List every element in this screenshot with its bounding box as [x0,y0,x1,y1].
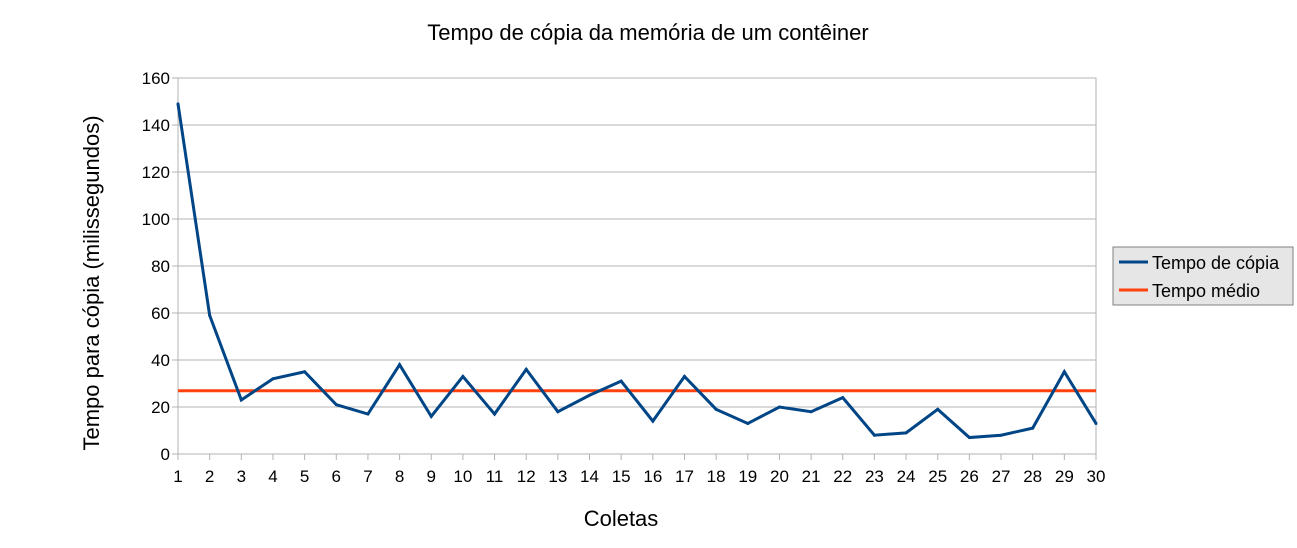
data-point [967,436,971,440]
plot-frame [177,77,1097,455]
x-tick-label: 14 [580,467,599,486]
data-point [366,412,370,416]
legend-box [1112,246,1294,306]
data-point [556,410,560,414]
y-tick-label: 40 [151,351,170,370]
x-tick-label: 6 [332,467,341,486]
legend: Tempo de cópia Tempo médio [1112,246,1294,306]
y-tick-label: 80 [151,257,170,276]
y-tick-label: 140 [142,116,170,135]
data-point [524,367,528,371]
x-tick-label: 11 [486,467,504,486]
x-tick-label: 28 [1023,467,1042,486]
x-tick-label: 26 [960,467,979,486]
x-tick-label: 12 [517,467,536,486]
data-point [271,377,275,381]
data-point [999,433,1003,437]
data-point [682,374,686,378]
series-line-tempo-de-copia [176,103,1098,440]
x-tick-label: 18 [707,467,726,486]
x-tick-label: 13 [548,467,567,486]
data-point [1031,426,1035,430]
y-tick-label: 60 [151,304,170,323]
data-point [493,412,497,416]
data-point [746,421,750,425]
x-tick-label: 8 [395,467,404,486]
y-tick-label: 120 [142,163,170,182]
data-point [904,431,908,435]
data-point [588,393,592,397]
x-tick-label: 10 [453,467,472,486]
data-point [651,419,655,423]
y-tick-label: 100 [142,210,170,229]
data-point [208,313,212,317]
x-tick-label: 24 [897,467,916,486]
y-tick-label: 160 [142,69,170,88]
x-tick-label: 5 [300,467,309,486]
chart-title: Tempo de cópia da memória de um contêine… [427,20,868,45]
data-point [841,396,845,400]
x-axis-label: Coletas [584,506,659,531]
x-tick-label: 21 [802,467,821,486]
x-tick-label: 1 [173,467,182,486]
x-tick-label: 22 [833,467,852,486]
legend-label-tempo-de-copia: Tempo de cópia [1152,253,1280,273]
data-point [809,410,813,414]
x-axis-ticks: 1 2 3 4 5 6 7 8 9 10 11 12 13 14 15 16 17 18 19 20 21 22 23 24 2… [173,454,1105,486]
data-point [334,403,338,407]
data-point [872,433,876,437]
x-tick-label: 27 [992,467,1011,486]
data-point [239,398,243,402]
grid-lines [178,77,1096,455]
y-tick-label: 20 [151,398,170,417]
data-point [1094,421,1098,425]
y-tick-label: 0 [161,445,170,464]
data-point [176,102,180,106]
x-tick-label: 4 [268,467,277,486]
x-tick-label: 29 [1055,467,1074,486]
series-layer [176,102,1098,440]
data-point [1062,370,1066,374]
x-tick-label: 19 [738,467,757,486]
data-point [777,405,781,409]
x-tick-label: 9 [427,467,436,486]
y-axis-label: Tempo para cópia (milissegundos) [79,115,104,450]
y-axis-ticks: 0 20 40 60 80 100 120 140 160 [142,69,178,464]
x-tick-label: 23 [865,467,884,486]
x-tick-label: 3 [237,467,246,486]
data-point [398,363,402,367]
data-point [714,407,718,411]
x-tick-label: 7 [363,467,372,486]
data-point [461,374,465,378]
x-tick-label: 2 [205,467,214,486]
data-point [429,414,433,418]
legend-label-tempo-medio: Tempo médio [1152,281,1260,301]
x-tick-label: 25 [928,467,947,486]
x-tick-label: 17 [675,467,694,486]
x-tick-label: 20 [770,467,789,486]
x-tick-label: 30 [1087,467,1106,486]
x-tick-label: 15 [612,467,631,486]
data-point [936,407,940,411]
x-tick-label: 16 [643,467,662,486]
data-point [303,370,307,374]
data-point [619,379,623,383]
